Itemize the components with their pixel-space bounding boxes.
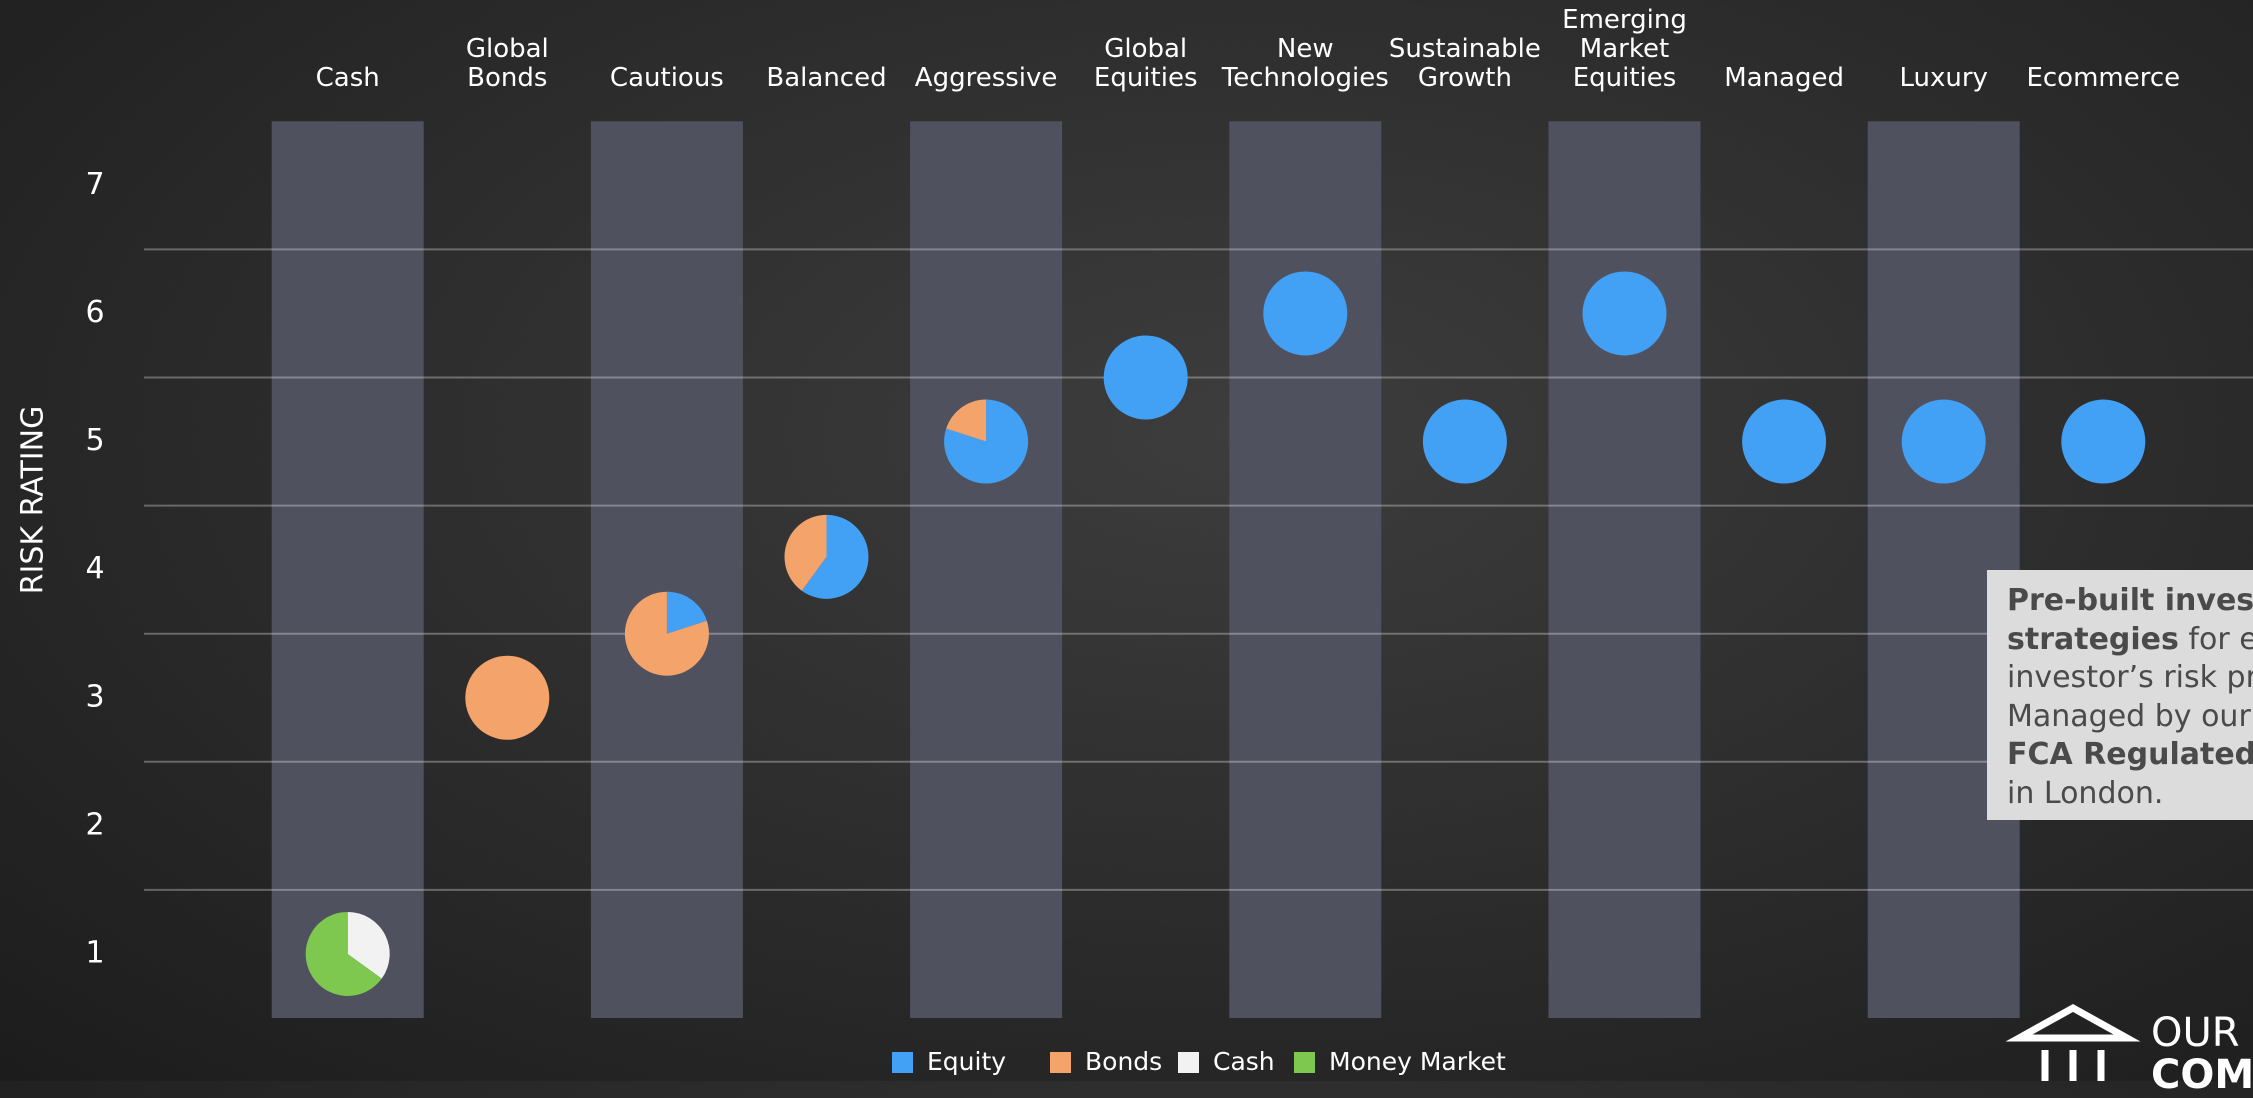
x-tick-label: Balanced	[766, 63, 887, 93]
legend-label: Money Market	[1329, 1047, 1506, 1076]
pie-slice	[465, 655, 550, 740]
y-tick-label: 2	[85, 807, 104, 842]
pie-slice	[1422, 399, 1507, 484]
text-segment: in London.	[2007, 775, 2164, 811]
text-segment: Pre-built invest	[2007, 583, 2253, 618]
legend-swatch	[892, 1052, 913, 1073]
pie	[1742, 399, 1827, 484]
x-tick-label: Ecommerce	[2026, 63, 2181, 93]
pie-slice	[305, 911, 382, 996]
pie-slice	[1901, 399, 1986, 484]
pie	[1582, 271, 1667, 356]
y-tick-label: 6	[85, 295, 104, 330]
pie-slice	[347, 911, 390, 979]
column	[1867, 121, 2020, 1019]
legend-swatch	[1050, 1052, 1071, 1073]
text-line: Managed by our	[2007, 698, 2253, 737]
text-line: in London.	[2007, 775, 2253, 814]
pie	[1422, 399, 1507, 484]
x-tick-label: Emerging Market Equities	[1562, 5, 1687, 93]
pie	[1901, 399, 1986, 484]
text-line: FCA Regulated t	[2007, 736, 2253, 775]
logo-text: COM	[2151, 1052, 2253, 1098]
pie-slice	[666, 591, 707, 634]
pie-slice	[1103, 335, 1188, 420]
text-segment: for ea	[2188, 621, 2253, 657]
x-tick-label: Cash	[315, 63, 380, 93]
logo-text: OUR	[2151, 1010, 2240, 1056]
column	[1548, 121, 1701, 1019]
pie-slice	[624, 591, 709, 676]
legend-swatch	[1294, 1052, 1315, 1073]
y-tick-label: 7	[85, 167, 104, 202]
text-segment: FCA Regulated	[2007, 737, 2253, 772]
text-segment: strategies	[2007, 621, 2179, 657]
pie	[2061, 399, 2146, 484]
x-tick-label: Luxury	[1899, 63, 1988, 93]
x-tick-label: Global Bonds	[465, 34, 549, 93]
y-axis-label: RISK RATING	[16, 406, 51, 595]
x-tick-label: New Technologies	[1221, 34, 1389, 93]
text-line: strategies for ea	[2007, 621, 2253, 660]
pie	[305, 911, 390, 996]
pie-slice	[946, 399, 987, 442]
x-tick-label: Cautious	[609, 63, 724, 93]
y-tick-label: 1	[85, 935, 104, 970]
text-segment: investor’s risk pr	[2007, 660, 2253, 695]
y-tick-label: 3	[85, 679, 104, 714]
logo-icon	[2005, 1003, 2141, 1081]
pie	[1263, 271, 1348, 356]
pie	[465, 655, 550, 740]
text-line: Pre-built invest	[2007, 582, 2253, 621]
x-tick-label: Sustainable Growth	[1388, 34, 1541, 93]
pie	[624, 591, 709, 676]
pie-slice	[1263, 271, 1348, 356]
legend-label: Bonds	[1085, 1047, 1162, 1076]
legend-label: Cash	[1213, 1047, 1275, 1076]
pie	[1103, 335, 1188, 420]
x-tick-label: Aggressive	[914, 63, 1058, 93]
pie-slice	[1582, 271, 1667, 356]
pie-slice	[944, 399, 1029, 484]
column	[1229, 121, 1382, 1019]
pie	[944, 399, 1029, 484]
column	[910, 121, 1063, 1019]
text-segment: Managed by our	[2007, 698, 2251, 734]
y-tick-label: 4	[85, 551, 104, 586]
pie-slice	[1742, 399, 1827, 484]
legend-swatch	[1178, 1052, 1199, 1073]
legend-label: Equity	[927, 1047, 1006, 1076]
column	[590, 121, 743, 1019]
y-tick-label: 5	[85, 423, 104, 458]
pie-slice	[784, 514, 827, 591]
pie-slice	[2061, 399, 2146, 484]
x-tick-label: Global Equities	[1093, 34, 1198, 93]
pie	[784, 514, 869, 599]
pie-slice	[801, 514, 869, 599]
text-line: investor’s risk pr	[2007, 659, 2253, 698]
x-tick-label: Managed	[1724, 63, 1844, 93]
column	[271, 121, 424, 1019]
